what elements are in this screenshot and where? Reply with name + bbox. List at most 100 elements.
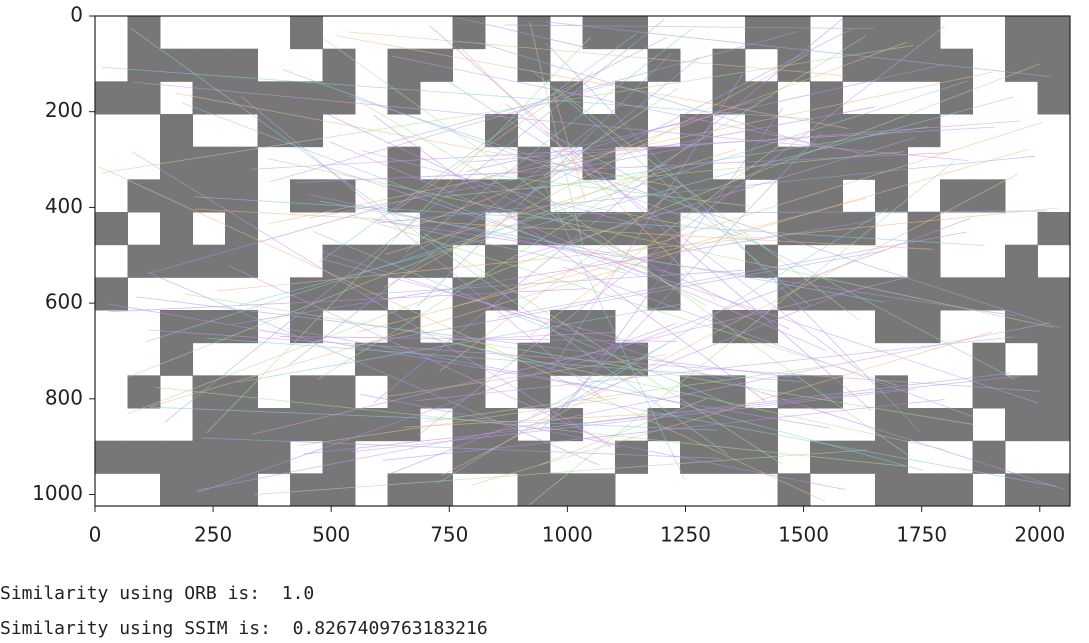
- image-cell: [388, 473, 421, 506]
- image-cell: [1038, 343, 1071, 376]
- image-cell: [1038, 49, 1071, 82]
- image-cell: [778, 473, 811, 506]
- image-cell: [875, 277, 908, 310]
- image-cell: [388, 49, 421, 82]
- output-line: Similarity using ORB is: 1.0: [0, 583, 314, 604]
- image-cell: [485, 245, 518, 278]
- image-cell: [128, 16, 161, 49]
- image-cell: [95, 212, 128, 245]
- image-cell: [583, 16, 616, 49]
- image-cell: [453, 375, 486, 408]
- image-cell: [128, 179, 161, 212]
- x-tick-label: 2000: [1014, 523, 1065, 547]
- image-cell: [615, 81, 648, 114]
- image-cell: [843, 16, 876, 49]
- image-cell: [160, 473, 193, 506]
- image-cell: [810, 441, 843, 474]
- y-tick-label: 600: [45, 290, 83, 314]
- image-cell: [193, 49, 226, 82]
- image-cell: [1038, 408, 1071, 441]
- image-cell: [290, 16, 323, 49]
- image-cell: [323, 441, 356, 474]
- image-cell: [420, 473, 453, 506]
- x-tick-label: 250: [194, 523, 232, 547]
- image-cell: [225, 212, 258, 245]
- x-tick-label: 1250: [660, 523, 711, 547]
- x-tick-label: 500: [312, 523, 350, 547]
- image-cell: [518, 179, 551, 212]
- image-cell: [908, 49, 941, 82]
- image-cell: [875, 16, 908, 49]
- image-cell: [193, 81, 226, 114]
- y-tick-label: 800: [45, 385, 83, 409]
- image: [95, 16, 1071, 507]
- image-cell: [193, 245, 226, 278]
- image-cell: [1005, 473, 1038, 506]
- x-tick-label: 750: [430, 523, 468, 547]
- image-cell: [583, 473, 616, 506]
- image-cell: [160, 212, 193, 245]
- image-cell: [810, 212, 843, 245]
- image-cell: [95, 277, 128, 310]
- image-cell: [1005, 245, 1038, 278]
- image-cell: [225, 408, 258, 441]
- plot: 0250500750100012501500175020000200400600…: [0, 0, 1089, 560]
- image-cell: [193, 473, 226, 506]
- image-cell: [160, 114, 193, 147]
- image-cell: [388, 408, 421, 441]
- image-cell: [160, 49, 193, 82]
- output-line: Similarity using SSIM is: 0.826740976318…: [0, 618, 488, 639]
- image-cell: [908, 310, 941, 343]
- page: 0250500750100012501500175020000200400600…: [0, 0, 1089, 643]
- image-cell: [875, 179, 908, 212]
- image-cell: [1038, 277, 1071, 310]
- image-cell: [128, 245, 161, 278]
- image-cell: [193, 408, 226, 441]
- image-cell: [778, 179, 811, 212]
- image-cell: [550, 473, 583, 506]
- image-cell: [908, 245, 941, 278]
- image-cell: [810, 114, 843, 147]
- y-tick-label: 1000: [32, 481, 83, 505]
- image-cell: [225, 441, 258, 474]
- image-cell: [518, 343, 551, 376]
- image-cell: [1005, 277, 1038, 310]
- image-cell: [875, 441, 908, 474]
- image-cell: [1038, 310, 1071, 343]
- image-cell: [778, 49, 811, 82]
- image-cell: [95, 441, 128, 474]
- image-cell: [388, 147, 421, 180]
- image-cell: [1038, 81, 1071, 114]
- image-cell: [420, 375, 453, 408]
- image-cell: [323, 408, 356, 441]
- image-cell: [290, 81, 323, 114]
- image-cell: [128, 441, 161, 474]
- image-cell: [160, 343, 193, 376]
- image-cell: [128, 49, 161, 82]
- x-tick-label: 1750: [896, 523, 947, 547]
- x-tick-label: 1500: [778, 523, 829, 547]
- image-cell: [1038, 375, 1071, 408]
- image-cell: [323, 375, 356, 408]
- image-cell: [745, 408, 778, 441]
- image-cell: [128, 375, 161, 408]
- image-cell: [290, 179, 323, 212]
- y-tick-label: 200: [45, 98, 83, 122]
- image-cell: [875, 49, 908, 82]
- image-cell: [160, 441, 193, 474]
- x-tick-label: 1000: [542, 523, 593, 547]
- image-cell: [1005, 49, 1038, 82]
- y-tick-label: 0: [70, 3, 83, 27]
- image-cell: [908, 473, 941, 506]
- image-cell: [810, 179, 843, 212]
- image-cell: [973, 277, 1006, 310]
- image-cell: [193, 441, 226, 474]
- image-cell: [940, 473, 973, 506]
- image-cell: [940, 179, 973, 212]
- image-cell: [680, 408, 713, 441]
- image-cell: [323, 49, 356, 82]
- image-cell: [225, 81, 258, 114]
- image-cell: [1038, 16, 1071, 49]
- image-cell: [810, 147, 843, 180]
- image-cell: [290, 114, 323, 147]
